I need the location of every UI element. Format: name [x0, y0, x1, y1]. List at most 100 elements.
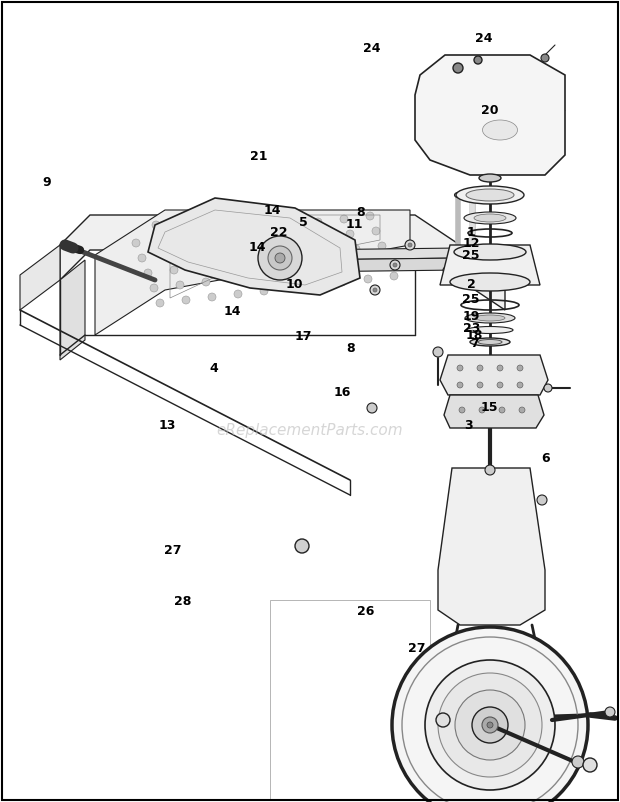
Text: 24: 24 [363, 42, 381, 55]
Circle shape [170, 266, 178, 274]
Circle shape [222, 260, 230, 268]
Text: 14: 14 [264, 204, 281, 217]
Circle shape [366, 212, 374, 220]
Text: 1: 1 [467, 226, 476, 239]
Ellipse shape [468, 192, 476, 198]
Circle shape [352, 245, 360, 253]
Text: 25: 25 [463, 293, 480, 306]
Circle shape [248, 257, 256, 265]
Circle shape [210, 230, 218, 238]
Circle shape [295, 539, 309, 553]
Circle shape [274, 254, 282, 262]
Ellipse shape [443, 266, 457, 274]
Circle shape [288, 221, 296, 229]
Circle shape [479, 407, 485, 413]
Circle shape [433, 347, 443, 357]
Text: 12: 12 [463, 237, 480, 249]
Circle shape [258, 236, 302, 280]
Circle shape [537, 495, 547, 505]
Circle shape [605, 707, 615, 717]
Ellipse shape [475, 315, 505, 321]
Text: eReplacementParts.com: eReplacementParts.com [216, 423, 404, 438]
Circle shape [326, 248, 334, 256]
Circle shape [176, 281, 184, 289]
Circle shape [152, 221, 160, 229]
Circle shape [372, 227, 380, 235]
Circle shape [408, 243, 412, 247]
Text: 4: 4 [210, 363, 218, 375]
Text: 16: 16 [334, 387, 351, 399]
Circle shape [517, 382, 523, 388]
Ellipse shape [464, 212, 516, 224]
Circle shape [216, 245, 224, 253]
Circle shape [474, 56, 482, 64]
Text: 27: 27 [164, 544, 181, 557]
Circle shape [393, 263, 397, 267]
Circle shape [487, 722, 493, 728]
Circle shape [497, 365, 503, 371]
Ellipse shape [454, 244, 526, 260]
Circle shape [340, 215, 348, 223]
Circle shape [204, 215, 212, 223]
Polygon shape [295, 248, 460, 260]
Circle shape [338, 278, 346, 286]
Circle shape [519, 407, 525, 413]
Ellipse shape [470, 338, 510, 346]
Text: 26: 26 [357, 605, 374, 618]
Text: 10: 10 [286, 278, 303, 291]
Polygon shape [60, 215, 505, 310]
Polygon shape [95, 210, 410, 335]
Circle shape [370, 285, 380, 295]
Polygon shape [440, 355, 548, 395]
Circle shape [286, 284, 294, 292]
Circle shape [497, 382, 503, 388]
Circle shape [390, 272, 398, 280]
Text: 24: 24 [475, 32, 492, 45]
Ellipse shape [478, 339, 502, 345]
Text: 8: 8 [356, 206, 365, 219]
Text: 6: 6 [541, 452, 550, 465]
Circle shape [132, 239, 140, 247]
Circle shape [150, 284, 158, 292]
Ellipse shape [468, 252, 476, 258]
Circle shape [320, 233, 328, 241]
Circle shape [572, 756, 584, 768]
Text: 13: 13 [159, 419, 176, 431]
Polygon shape [295, 258, 460, 272]
Circle shape [455, 690, 525, 760]
Circle shape [268, 246, 292, 270]
Circle shape [312, 281, 320, 289]
Polygon shape [440, 245, 540, 285]
Circle shape [228, 275, 236, 283]
Circle shape [254, 272, 262, 280]
Text: 27: 27 [408, 642, 425, 654]
Circle shape [457, 382, 463, 388]
Polygon shape [444, 395, 544, 428]
Circle shape [164, 251, 172, 259]
Circle shape [358, 260, 366, 268]
Circle shape [583, 758, 597, 772]
Circle shape [405, 240, 415, 250]
Circle shape [184, 233, 192, 241]
Polygon shape [60, 260, 85, 360]
Circle shape [280, 269, 288, 277]
Text: 14: 14 [224, 305, 241, 318]
Circle shape [373, 288, 377, 292]
Circle shape [182, 296, 190, 304]
Polygon shape [415, 55, 565, 175]
Ellipse shape [456, 186, 524, 204]
Circle shape [242, 242, 250, 250]
Polygon shape [148, 198, 360, 295]
Circle shape [262, 224, 270, 232]
Circle shape [390, 260, 400, 270]
Circle shape [541, 54, 549, 62]
Circle shape [392, 627, 588, 802]
Text: 20: 20 [481, 104, 498, 117]
Circle shape [314, 218, 322, 226]
Ellipse shape [479, 174, 501, 182]
Circle shape [294, 236, 302, 244]
Circle shape [178, 218, 186, 226]
Circle shape [438, 673, 542, 777]
Circle shape [202, 278, 210, 286]
Circle shape [158, 236, 166, 244]
